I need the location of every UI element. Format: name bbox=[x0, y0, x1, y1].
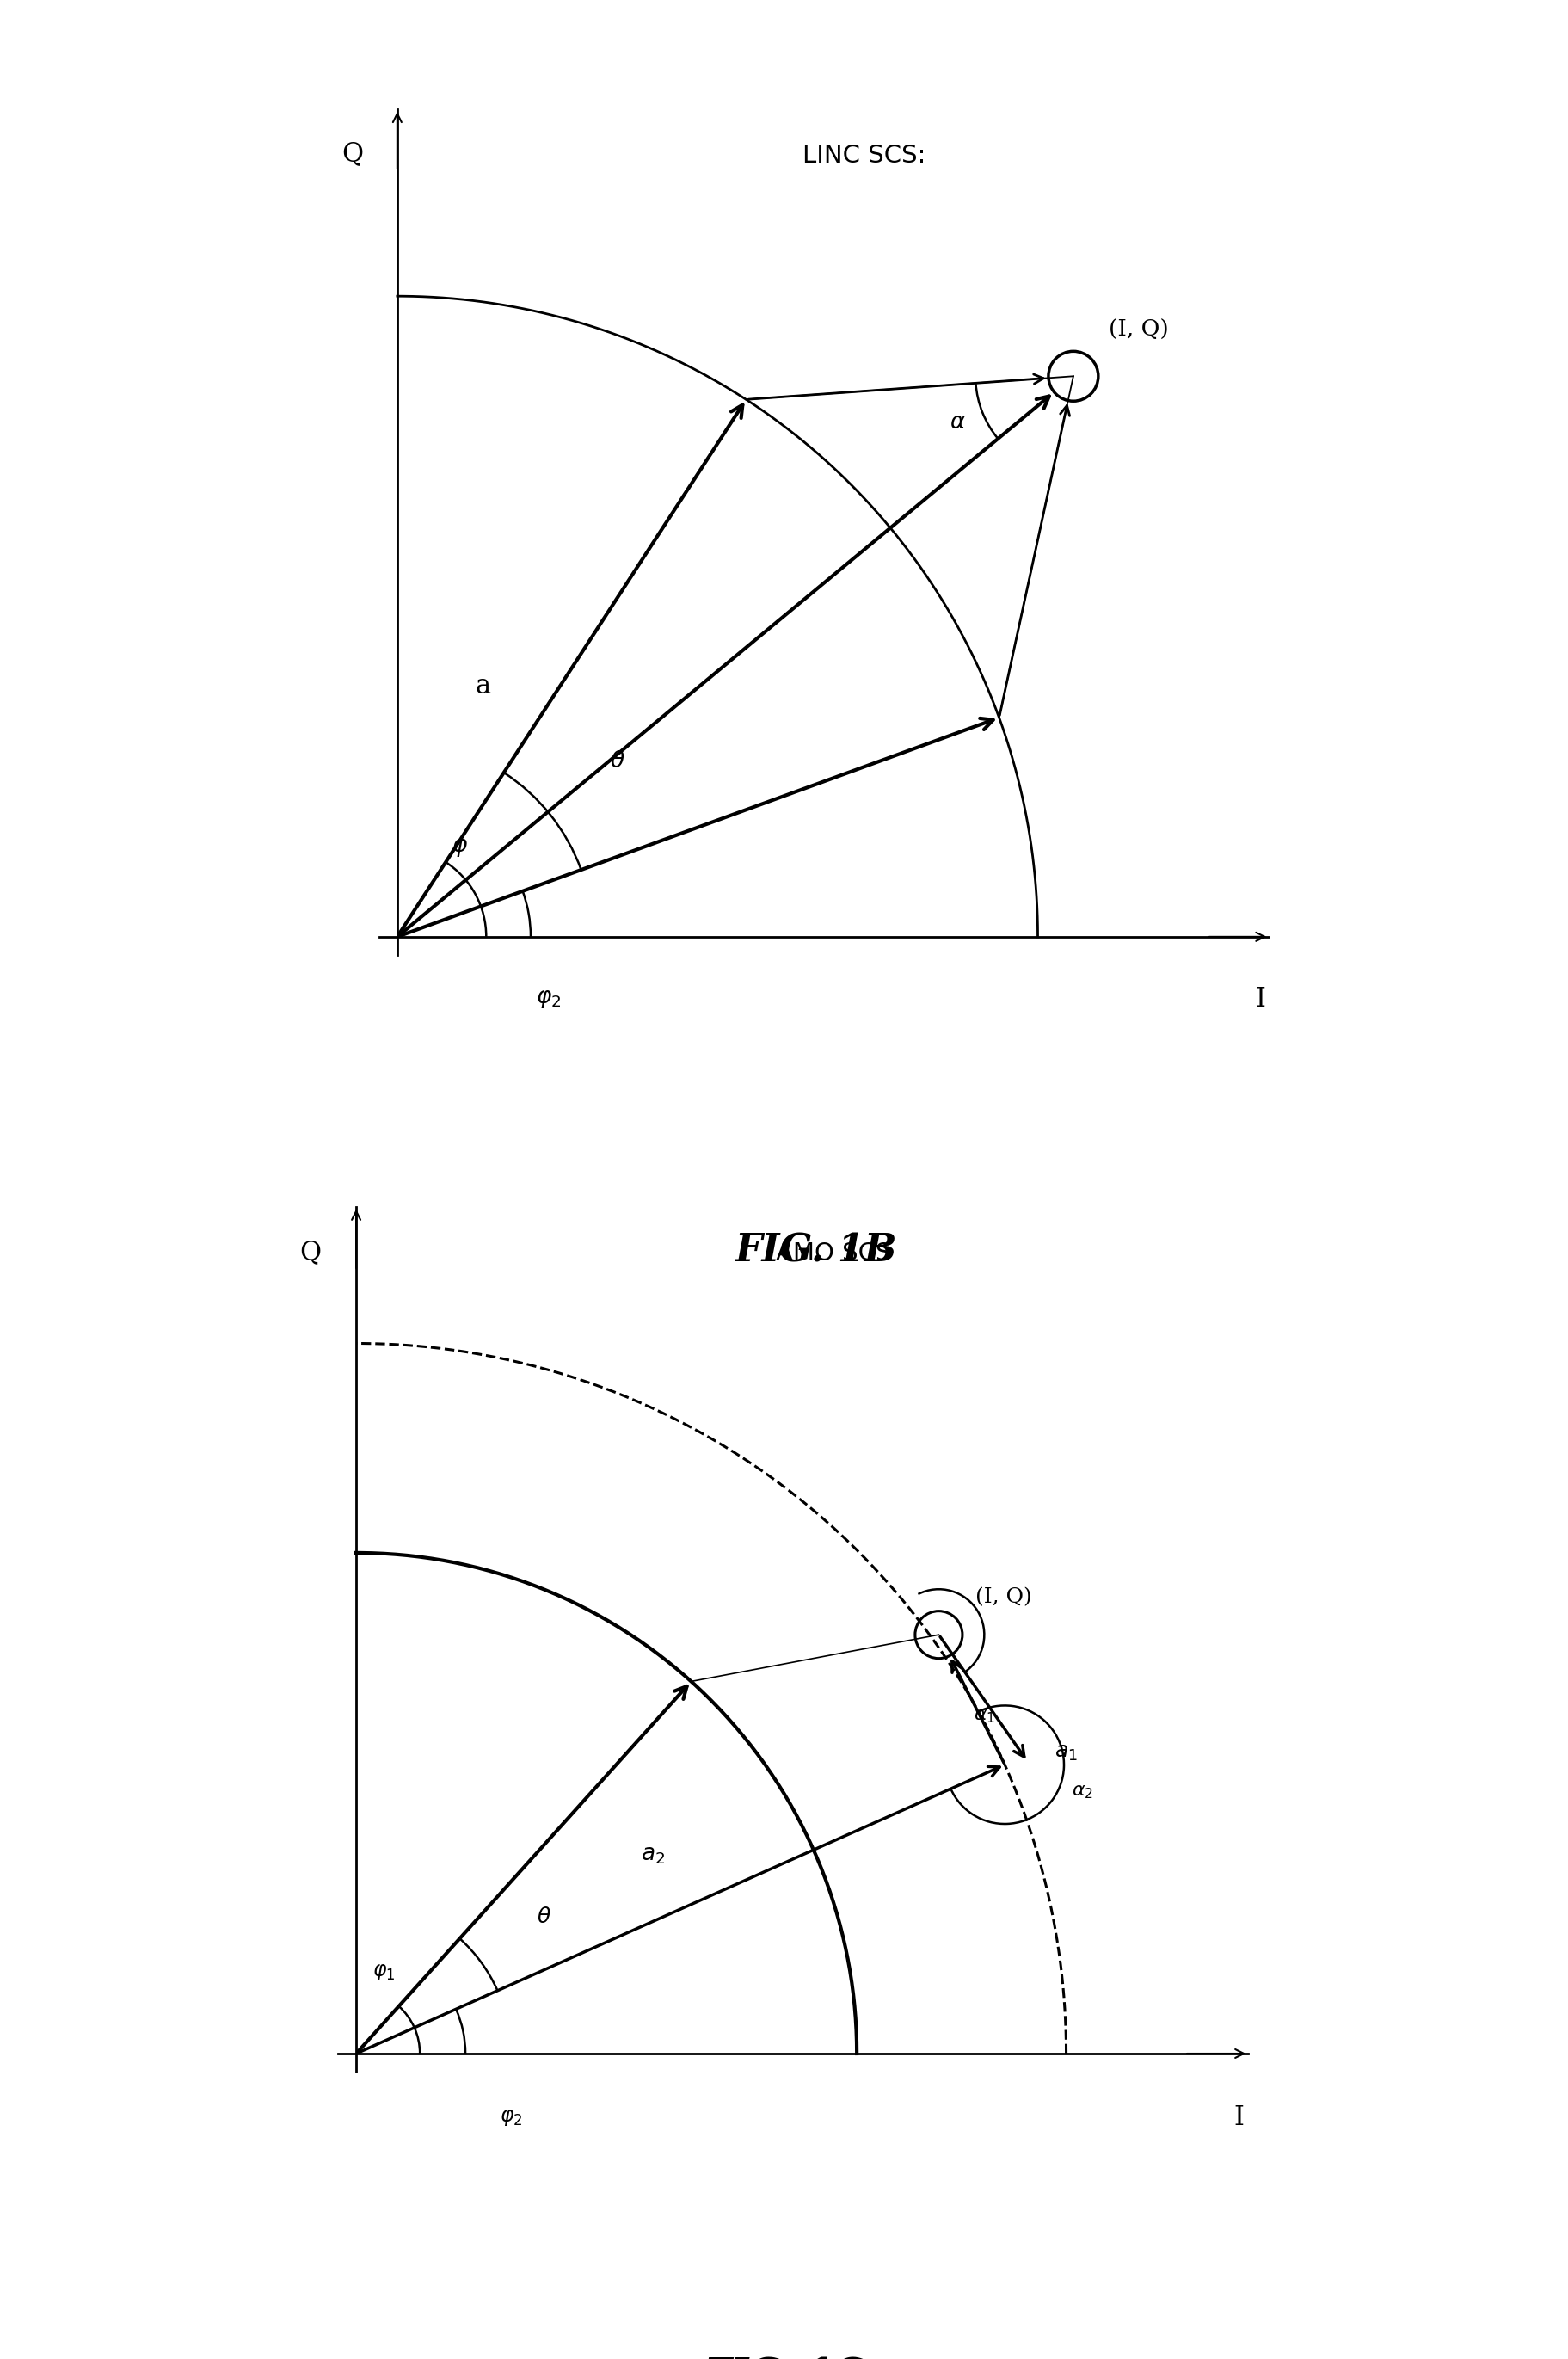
Text: $\theta$: $\theta$ bbox=[610, 750, 626, 771]
Text: $a_1$: $a_1$ bbox=[1055, 1741, 1077, 1762]
Text: (I, Q): (I, Q) bbox=[1109, 318, 1168, 340]
Text: $\varphi_1$: $\varphi_1$ bbox=[372, 1960, 395, 1982]
Text: $\varphi_2$: $\varphi_2$ bbox=[500, 2107, 522, 2128]
Text: AMO SCS: AMO SCS bbox=[776, 1241, 892, 1267]
Text: Q: Q bbox=[299, 1238, 321, 1267]
Text: I: I bbox=[1234, 2104, 1245, 2130]
Text: I: I bbox=[1254, 986, 1265, 1012]
Text: $\theta$: $\theta$ bbox=[536, 1906, 552, 1927]
Text: $\varphi$: $\varphi$ bbox=[452, 837, 467, 859]
Text: $\alpha$: $\alpha$ bbox=[950, 410, 966, 434]
Text: FIG. 1B: FIG. 1B bbox=[734, 1231, 897, 1269]
Text: $\varphi_2$: $\varphi_2$ bbox=[536, 988, 561, 1010]
Text: $a_2$: $a_2$ bbox=[641, 1842, 665, 1866]
Text: (I, Q): (I, Q) bbox=[975, 1588, 1032, 1606]
Text: $\alpha_1$: $\alpha_1$ bbox=[974, 1708, 996, 1724]
Text: a: a bbox=[475, 672, 491, 698]
Text: Q: Q bbox=[342, 142, 364, 167]
Text: $\alpha_2$: $\alpha_2$ bbox=[1071, 1783, 1093, 1800]
Text: LINC SCS:: LINC SCS: bbox=[803, 144, 927, 167]
